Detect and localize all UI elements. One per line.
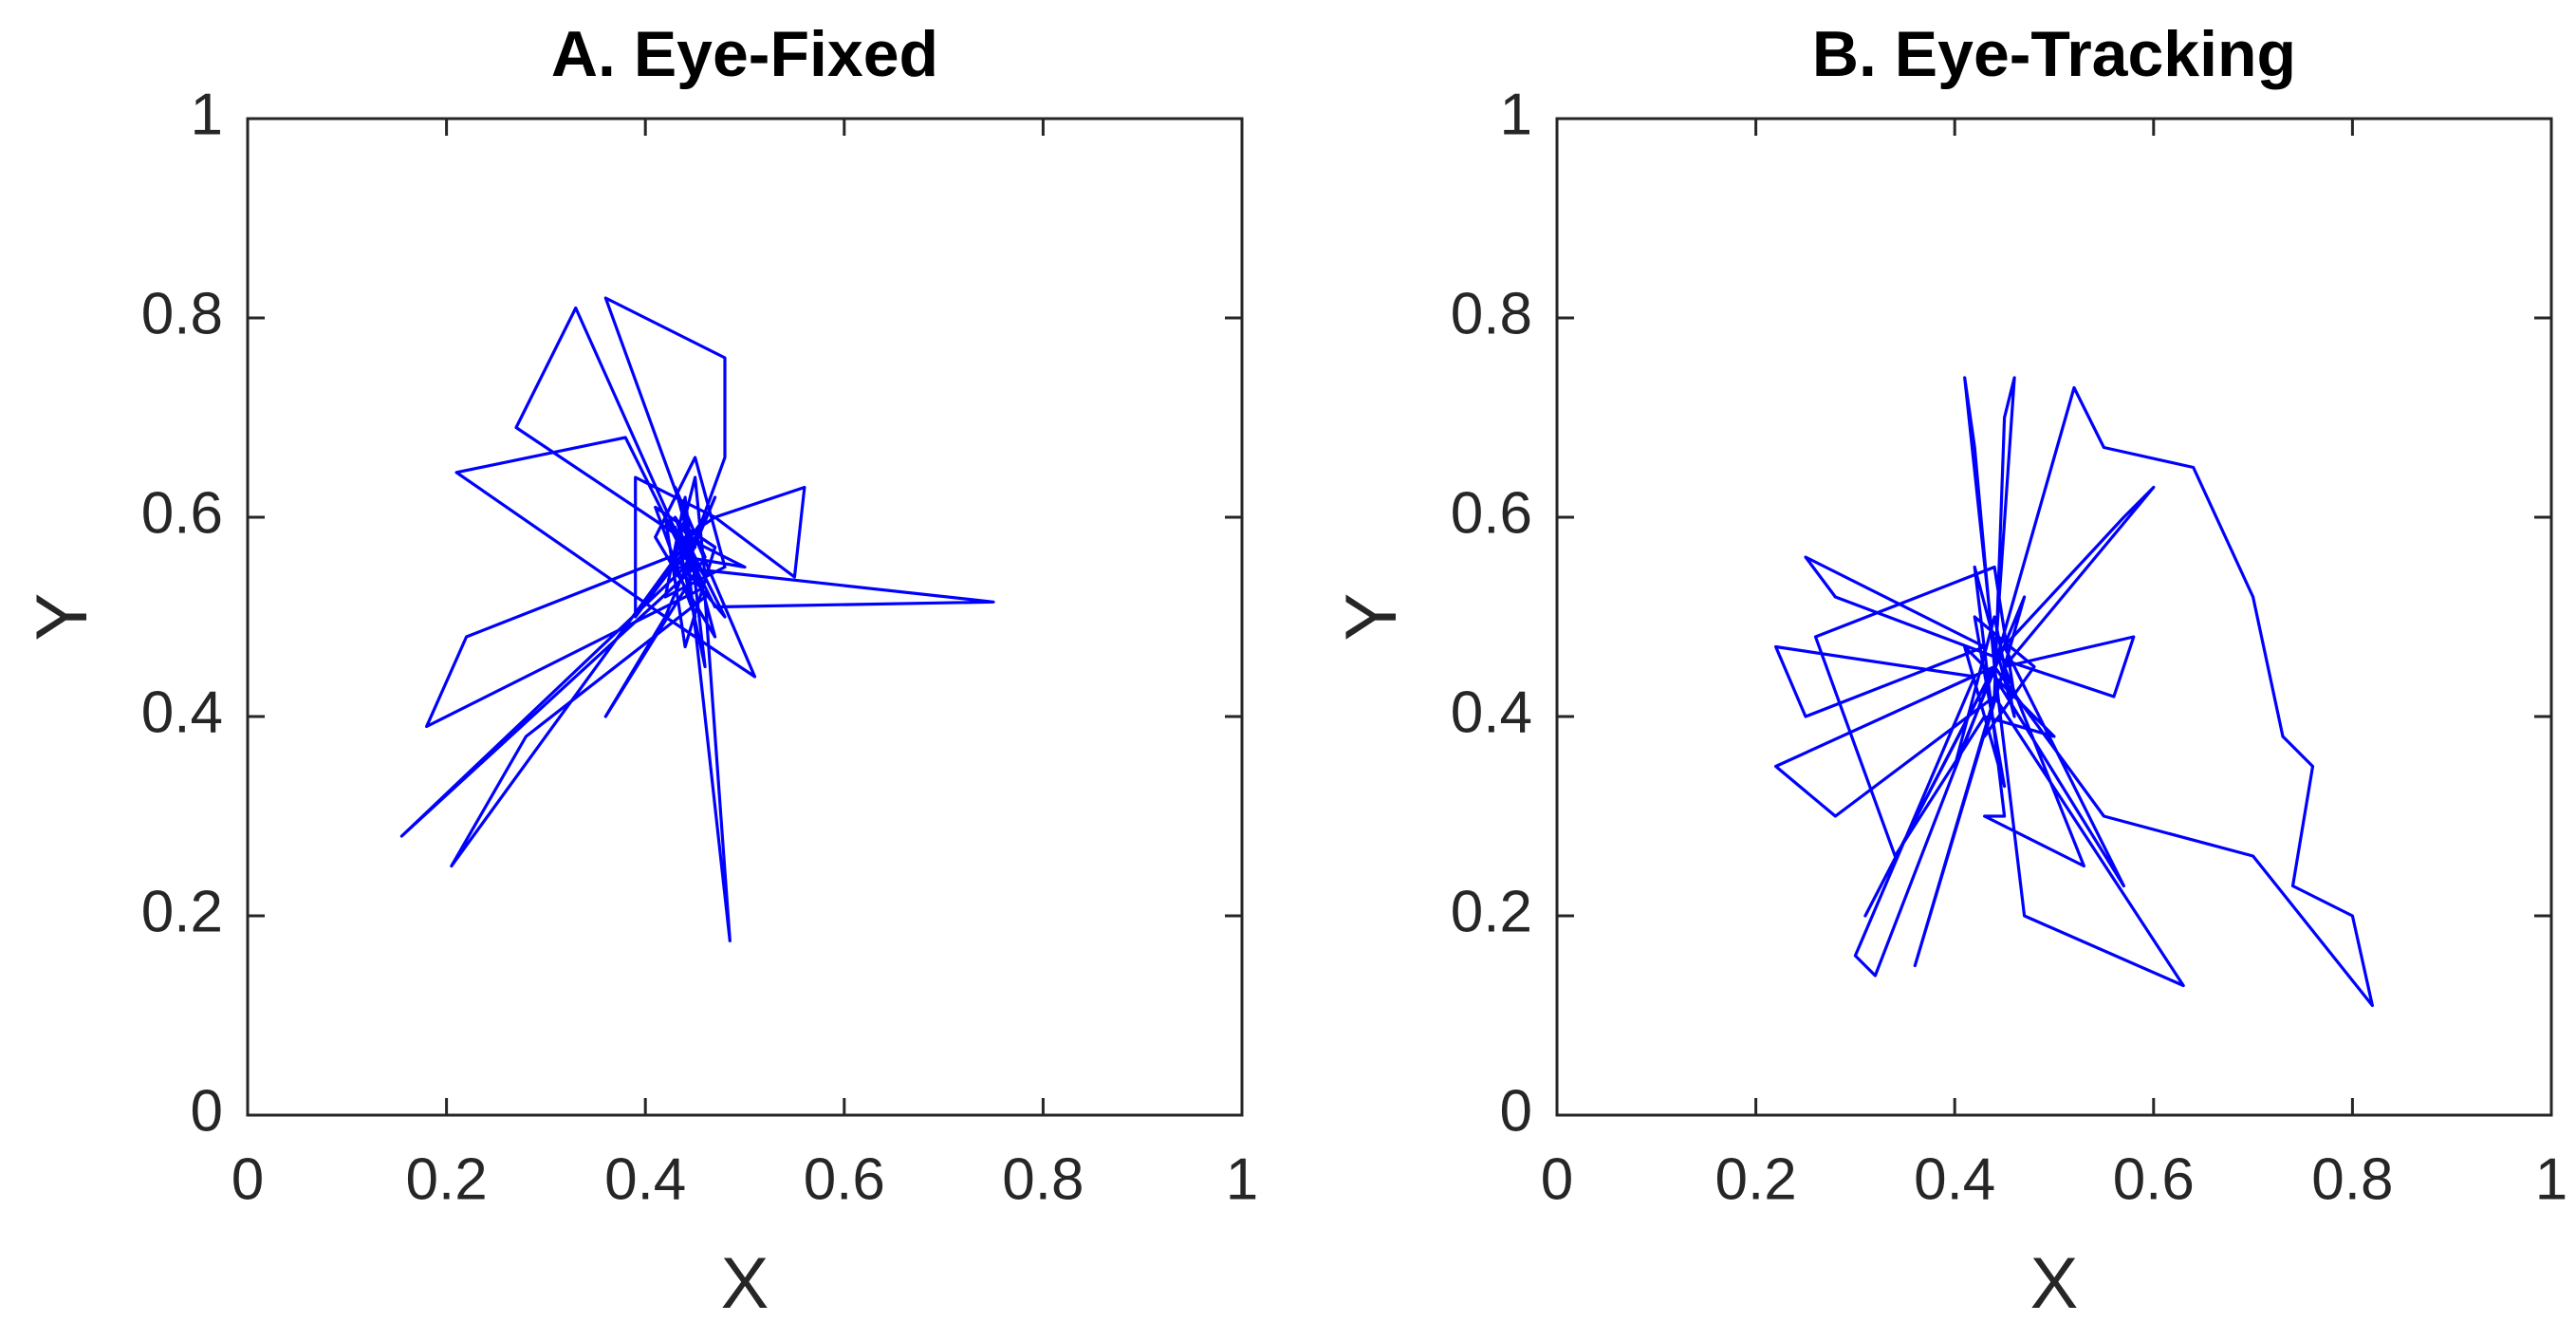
x-tick-label: 0.8 — [1002, 1146, 1084, 1212]
y-tick-label: 0 — [1500, 1078, 1532, 1144]
x-tick-label: 0.4 — [1914, 1146, 1995, 1212]
y-tick-label: 0.6 — [1451, 480, 1532, 546]
y-tick-label: 0.4 — [141, 680, 223, 745]
chart-title: B. Eye-Tracking — [1812, 18, 2296, 90]
x-axis-label: X — [721, 1243, 769, 1324]
x-tick-label: 0.2 — [405, 1146, 487, 1212]
x-tick-label: 0.6 — [2113, 1146, 2195, 1212]
x-tick-label: 0 — [1541, 1146, 1573, 1212]
axes-box — [1555, 117, 2553, 1117]
y-axis-label: Y — [1331, 593, 1412, 642]
y-tick-label: 1 — [191, 82, 223, 147]
y-tick-label: 0.2 — [141, 879, 223, 944]
x-tick-label: 0.6 — [804, 1146, 885, 1212]
x-tick-label: 1 — [2535, 1146, 2567, 1212]
x-axis-label: X — [2030, 1243, 2079, 1324]
y-tick-label: 0.6 — [141, 480, 223, 546]
x-tick-label: 0.8 — [2311, 1146, 2393, 1212]
x-tick-label: 0.4 — [604, 1146, 686, 1212]
y-tick-label: 0.2 — [1451, 879, 1532, 944]
y-tick-label: 0.4 — [1451, 680, 1532, 745]
trajectory-line — [399, 296, 995, 942]
x-tick-label: 0 — [232, 1146, 264, 1212]
x-tick-label: 0.2 — [1714, 1146, 1796, 1212]
y-tick-label: 0.8 — [1451, 281, 1532, 346]
y-tick-label: 0.8 — [141, 281, 223, 346]
y-tick-label: 0 — [191, 1078, 223, 1144]
y-axis-label: Y — [22, 593, 102, 642]
x-tick-label: 1 — [1226, 1146, 1258, 1212]
chart-title: A. Eye-Fixed — [551, 18, 938, 90]
axes-box — [246, 117, 1244, 1117]
trajectory-line — [1774, 376, 2374, 1008]
y-tick-label: 1 — [1500, 82, 1532, 147]
